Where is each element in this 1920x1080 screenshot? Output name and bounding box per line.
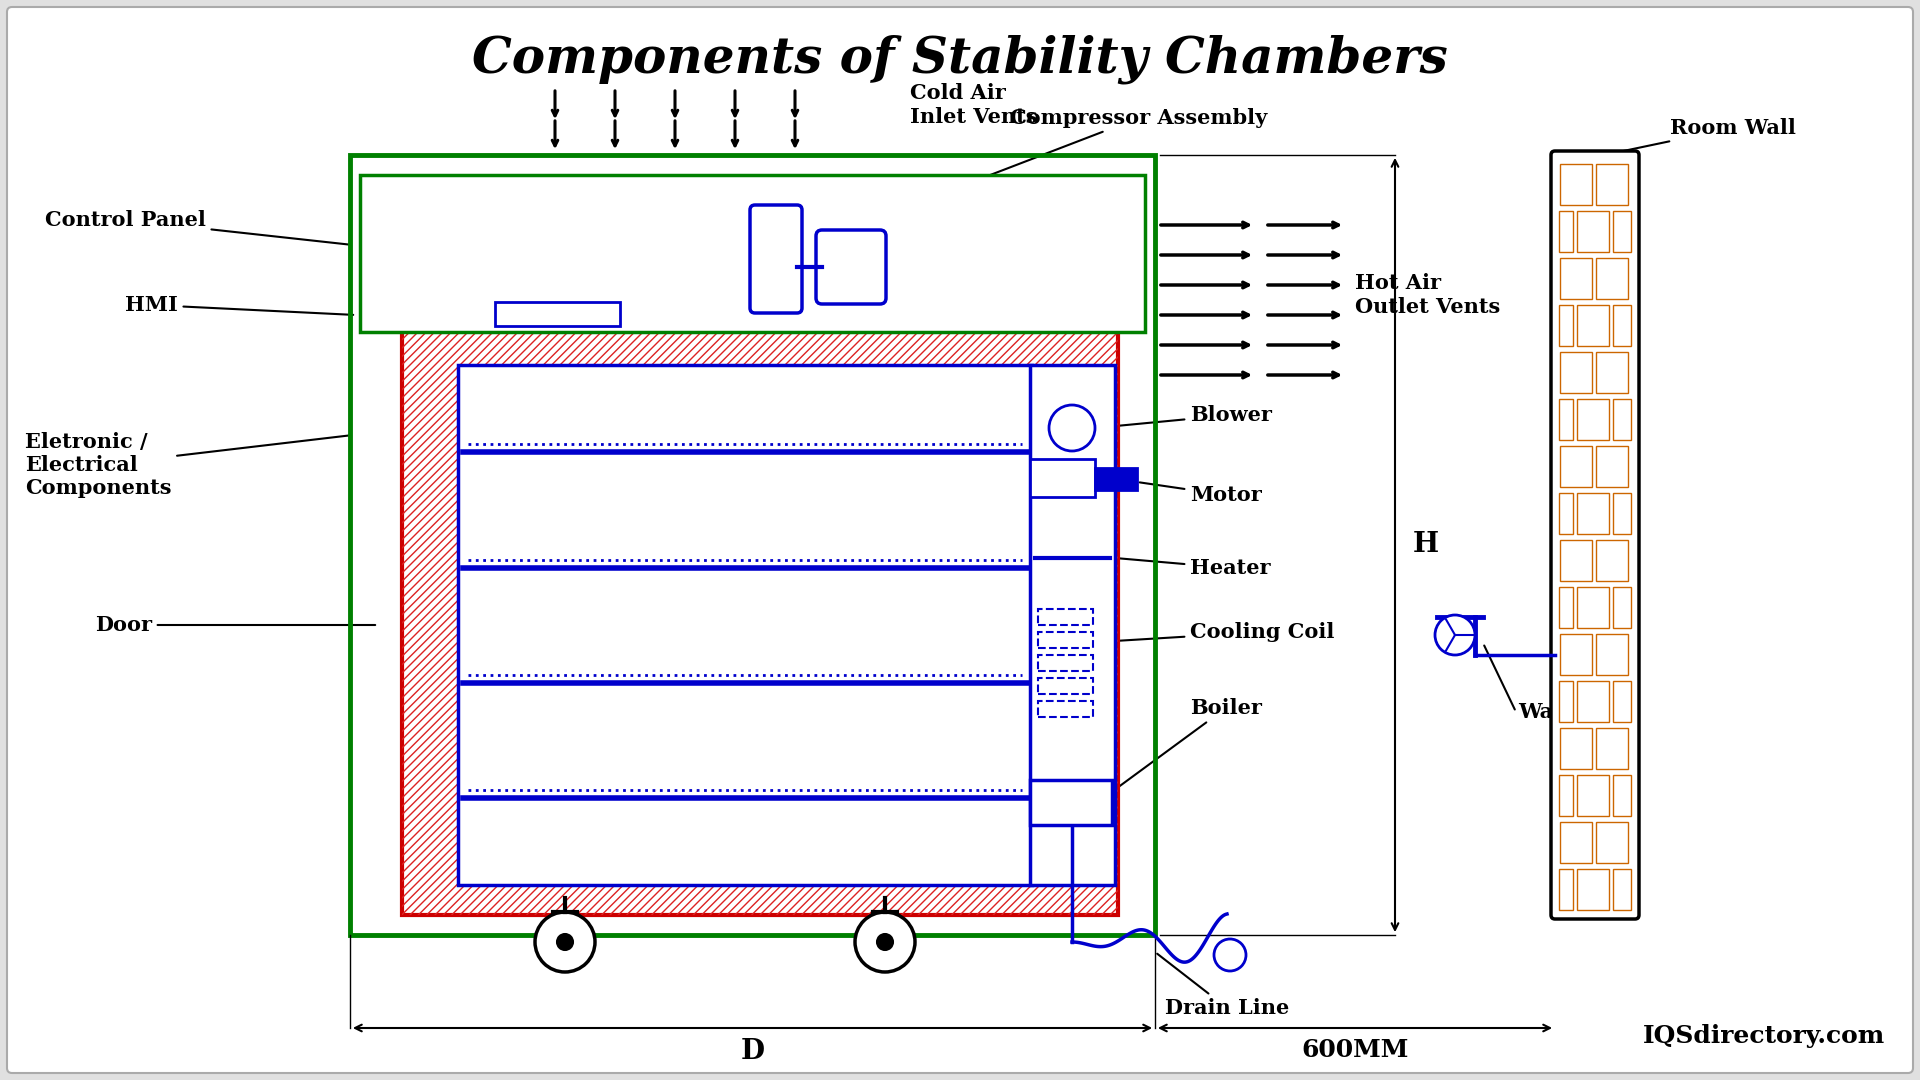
Bar [1559,728,1592,769]
Bar [1613,211,1630,252]
FancyBboxPatch shape [8,6,1912,1074]
Text: IQSdirectory.com: IQSdirectory.com [1644,1024,1885,1048]
Bar [1613,681,1630,723]
Bar [459,365,1033,885]
Bar [495,302,620,326]
Bar [1576,305,1609,346]
Text: Hot Air
Outlet Vents: Hot Air Outlet Vents [1356,273,1500,316]
Bar [1576,588,1609,627]
Bar [1613,399,1630,440]
FancyBboxPatch shape [1551,151,1640,919]
Text: Eletronic /
Electrical
Components: Eletronic / Electrical Components [25,432,349,498]
Text: Door: Door [94,615,374,635]
Bar [1094,468,1137,490]
Bar [1559,775,1572,816]
Bar [1576,492,1609,534]
Bar [1596,634,1628,675]
Bar [1596,728,1628,769]
Bar [1559,588,1572,627]
Bar [1039,632,1092,648]
Bar [1559,822,1592,863]
Text: Drain Line: Drain Line [1158,954,1288,1018]
Circle shape [557,934,572,950]
Bar [1576,775,1609,816]
Text: Cold Air
Inlet Vents: Cold Air Inlet Vents [910,83,1037,126]
Circle shape [877,934,893,950]
Circle shape [1434,615,1475,654]
Text: Cooling Coil: Cooling Coil [1100,622,1334,642]
Bar [1039,701,1092,717]
Bar [1613,492,1630,534]
Bar [1596,822,1628,863]
Text: Boiler: Boiler [1100,698,1261,800]
Bar [1613,869,1630,910]
Bar [1613,305,1630,346]
Text: Water Tap: Water Tap [1519,702,1636,723]
Bar [1596,164,1628,205]
Circle shape [536,912,595,972]
Bar [1576,681,1609,723]
Bar [1613,588,1630,627]
Circle shape [854,912,916,972]
Bar [1576,869,1609,910]
Bar [1559,305,1572,346]
Bar [1039,654,1092,671]
Bar [1559,399,1572,440]
Bar [1596,258,1628,299]
Bar [361,175,1144,332]
Bar [1039,609,1092,625]
Bar [1559,634,1592,675]
Bar [1596,540,1628,581]
FancyBboxPatch shape [816,230,885,303]
Text: D: D [741,1038,764,1065]
Bar [401,330,1117,915]
Bar [1029,780,1112,825]
Bar [1596,446,1628,487]
Text: Motor: Motor [1140,483,1261,505]
Text: Compressor Assembly: Compressor Assembly [862,108,1267,224]
Text: Room Wall: Room Wall [1594,118,1795,158]
Text: Blower: Blower [1098,405,1271,428]
Bar [1613,775,1630,816]
Bar [1559,681,1572,723]
Text: Components of Stability Chambers: Components of Stability Chambers [472,35,1448,84]
Bar [1596,352,1628,393]
Bar [1559,869,1572,910]
FancyBboxPatch shape [751,205,803,313]
Bar [1029,459,1094,497]
Bar [1559,492,1572,534]
Text: HMI: HMI [125,295,353,315]
Bar [1576,211,1609,252]
Text: H: H [1413,531,1440,558]
Bar [349,156,1156,935]
Bar [1029,365,1116,885]
Bar [1559,446,1592,487]
Text: Heater: Heater [1117,558,1271,578]
Text: 600MM: 600MM [1302,1038,1409,1062]
Bar [1559,211,1572,252]
Bar [401,330,1117,915]
Bar [1559,540,1592,581]
Text: Tray: Tray [574,368,653,417]
Circle shape [1048,405,1094,451]
Bar [1559,352,1592,393]
Text: Control Panel: Control Panel [44,210,349,245]
Bar [1576,399,1609,440]
Circle shape [1213,939,1246,971]
Bar [1039,678,1092,694]
Bar [1559,258,1592,299]
Bar [1559,164,1592,205]
